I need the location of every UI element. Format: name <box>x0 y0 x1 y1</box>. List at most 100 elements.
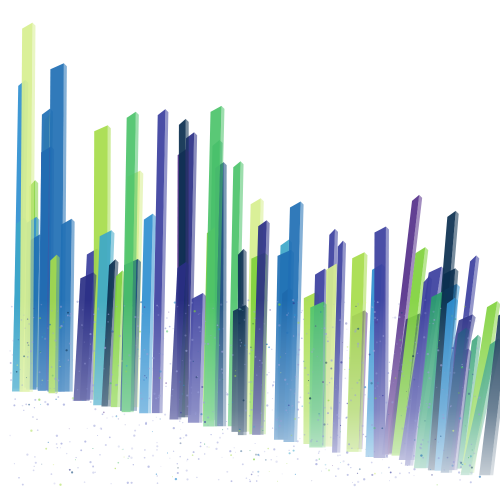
mist-dot <box>351 387 353 389</box>
mist-dot <box>136 337 139 339</box>
mist-dot <box>407 405 410 408</box>
mist-dot <box>171 395 173 397</box>
mist-dot <box>297 353 300 356</box>
mist-dot <box>203 401 206 404</box>
mist-dot <box>133 434 136 437</box>
mist-dot <box>144 422 148 425</box>
mist-dot <box>369 331 371 333</box>
mist-dot <box>23 409 25 411</box>
mist-dot <box>473 452 476 455</box>
mist-dot <box>268 372 270 373</box>
mist-dot <box>156 445 159 448</box>
mist-dot <box>222 328 225 330</box>
mist-dot <box>92 349 96 353</box>
mist-dot <box>376 385 379 388</box>
mist-dot <box>191 338 194 342</box>
mist-dot <box>27 344 30 347</box>
mist-dot <box>106 417 108 419</box>
mist-dot <box>271 398 274 400</box>
mist-dot <box>54 339 57 342</box>
mist-dot <box>417 426 420 429</box>
mist-dot <box>307 392 310 395</box>
mist-dot <box>225 392 227 394</box>
mist-dot <box>157 314 160 316</box>
mist-dot <box>385 454 388 457</box>
mist-dot <box>105 403 107 405</box>
mist-dot <box>199 330 201 332</box>
mist-dot <box>293 316 295 318</box>
mist-dot <box>346 350 348 351</box>
mist-dot <box>450 405 452 408</box>
mist-dot <box>9 434 11 437</box>
mist-dot <box>296 408 300 411</box>
mist-dot <box>262 430 264 431</box>
mist-dot <box>143 306 146 308</box>
mist-dot <box>286 462 288 464</box>
mist-dot <box>156 441 158 444</box>
mist-dot <box>388 466 390 469</box>
mist-dot <box>130 456 133 459</box>
mist-dot <box>57 396 60 398</box>
mist-dot <box>312 371 314 373</box>
mist-dot <box>404 320 406 322</box>
mist-dot <box>27 351 29 353</box>
mist-dot <box>24 327 26 330</box>
mist-dot <box>151 454 155 457</box>
mist-dot <box>242 309 244 311</box>
mist-dot <box>26 356 29 358</box>
mist-dot <box>43 337 47 340</box>
mist-dot <box>21 483 24 486</box>
mist-dot <box>55 398 57 401</box>
mist-dot <box>318 458 320 460</box>
mist-dot <box>304 366 307 370</box>
mist-dot <box>182 421 184 424</box>
mist-dot <box>419 447 423 450</box>
mist-dot <box>469 455 472 458</box>
mist-dot <box>132 464 134 466</box>
mist-dot <box>134 315 137 319</box>
mist-dot <box>373 426 376 430</box>
mist-dot <box>156 482 159 484</box>
mist-dot <box>9 362 12 364</box>
mist-dot <box>220 368 223 371</box>
mist-dot <box>222 432 224 435</box>
mist-dot <box>278 324 281 327</box>
mist-dot <box>40 384 42 386</box>
mist-dot <box>199 415 201 417</box>
mist-dot <box>185 469 188 472</box>
mist-dot <box>342 460 345 463</box>
mist-dot <box>351 447 353 449</box>
mist-dot <box>321 470 322 472</box>
mist-dot <box>26 342 29 344</box>
mist-dot <box>68 342 72 345</box>
mist-dot <box>416 352 419 355</box>
mist-dot <box>388 467 390 469</box>
mist-dot <box>191 454 194 456</box>
mist-dot <box>311 480 313 482</box>
mist-dot <box>158 376 161 380</box>
mist-dot <box>134 429 137 432</box>
mist-dot <box>367 397 370 400</box>
mist-dot <box>238 429 241 432</box>
mist-dot <box>222 429 224 431</box>
mist-dot <box>143 379 145 381</box>
mist-dot <box>322 435 325 438</box>
mist-dot <box>297 321 300 324</box>
mist-dot <box>331 326 334 329</box>
mist-dot <box>328 399 330 402</box>
mist-dot <box>158 394 161 397</box>
mist-dot <box>427 371 430 374</box>
mist-dot <box>443 469 445 471</box>
mist-dot <box>238 322 241 325</box>
mist-dot <box>101 413 104 416</box>
mist-dot <box>346 473 349 476</box>
mist-dot <box>36 429 39 432</box>
mist-dot <box>96 397 98 399</box>
mist-dot <box>184 334 187 337</box>
mist-dot <box>406 390 408 392</box>
mist-dot <box>194 414 196 416</box>
mist-dot <box>234 374 237 378</box>
mist-dot <box>400 311 403 314</box>
mist-dot <box>324 406 326 409</box>
